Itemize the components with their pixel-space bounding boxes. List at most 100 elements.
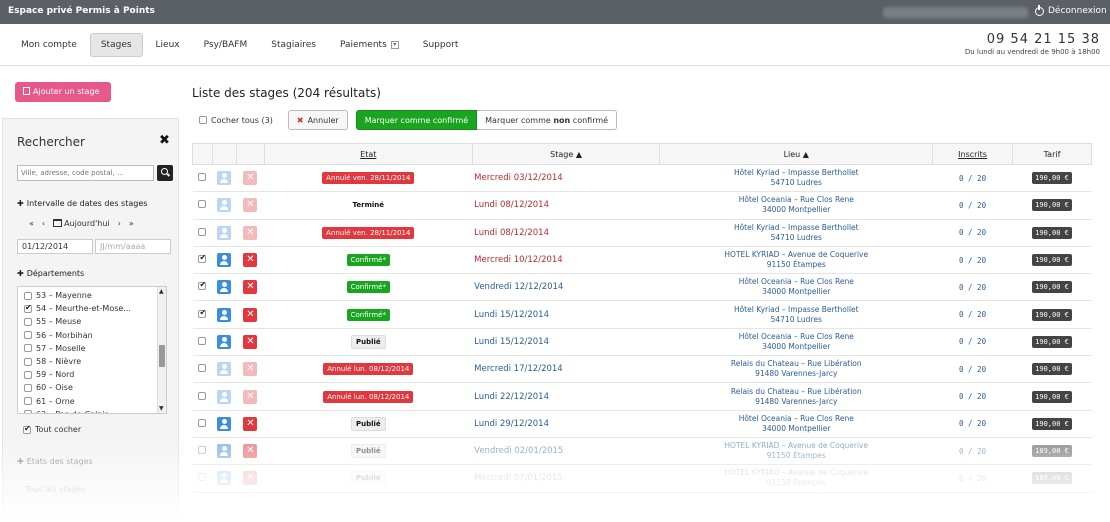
- col-etat[interactable]: Etat: [263, 143, 473, 165]
- inscrits-link[interactable]: 0 / 20: [932, 273, 1013, 302]
- row-checkbox[interactable]: [198, 364, 207, 373]
- stage-date-link[interactable]: Lundi 15/12/2014: [472, 300, 660, 329]
- row-checkbox[interactable]: [198, 200, 207, 209]
- date-from-field[interactable]: 01/12/2014: [17, 239, 93, 254]
- cocher-tous-checkbox[interactable]: Cocher tous (3): [192, 115, 280, 126]
- close-icon[interactable]: ✖: [159, 133, 170, 148]
- scroll-down-icon[interactable]: ▼: [159, 405, 164, 412]
- date-interval-heading[interactable]: ✚ Intervalle de dates des stages: [17, 199, 148, 208]
- inscrits-link[interactable]: 0 / 20: [932, 355, 1013, 384]
- departement-option[interactable]: 61 – Orne: [18, 395, 166, 408]
- col-inscrits[interactable]: Inscrits: [932, 143, 1014, 165]
- etats-option-all[interactable]: Tous les stages: [25, 485, 86, 494]
- row-checkbox[interactable]: [198, 308, 207, 318]
- nav-item-support[interactable]: Support: [422, 40, 459, 50]
- table-row[interactable]: ✕ Terminé Lundi 08/12/2014 Hôtel Oceania – …: [192, 191, 1092, 220]
- row-checkbox[interactable]: [198, 227, 207, 236]
- stage-date-link[interactable]: Lundi 22/12/2014: [472, 382, 660, 411]
- departement-option[interactable]: 53 – Mayenne: [18, 289, 166, 302]
- lieu-link[interactable]: HOTEL KYRIAD – Avenue de Coquerive 91150 …: [659, 437, 933, 466]
- user-icon[interactable]: [217, 444, 232, 459]
- today-button[interactable]: Aujourd'hui: [53, 219, 110, 228]
- user-icon[interactable]: [217, 253, 232, 268]
- inscrits-link[interactable]: 0 / 20: [932, 410, 1013, 438]
- row-checkbox[interactable]: [198, 280, 207, 291]
- add-stage-button[interactable]: Ajouter un stage: [15, 82, 111, 102]
- delete-icon[interactable]: ✕: [243, 198, 258, 213]
- nav-item-lieux[interactable]: Lieux: [155, 40, 180, 50]
- stage-date-link[interactable]: Mercredi 10/12/2014: [472, 246, 660, 275]
- lieu-link[interactable]: Relais du Chateau – Rue Libération 91480 …: [659, 382, 933, 411]
- inscrits-link[interactable]: 0 / 20: [932, 437, 1013, 466]
- inscrits-link[interactable]: 0 / 20: [932, 246, 1013, 275]
- next-month-button[interactable]: »: [128, 219, 134, 228]
- row-checkbox[interactable]: [198, 173, 207, 182]
- table-row[interactable]: ✕ Annulé ven. 28/11/2014 Lundi 08/12/2014 H…: [192, 219, 1092, 247]
- user-icon[interactable]: [217, 225, 232, 240]
- etats-heading[interactable]: ✚ Etats des stages: [17, 457, 93, 466]
- prev-day-button[interactable]: ‹: [41, 219, 46, 228]
- delete-icon[interactable]: ✕: [243, 389, 258, 404]
- user-icon[interactable]: [217, 389, 232, 404]
- table-row[interactable]: ✕ Publié Lundi 15/12/2014 Hôtel Oceania – R…: [192, 328, 1092, 357]
- departements-scrollbar[interactable]: ▲ ▼: [157, 287, 166, 413]
- nav-item-psy-bafm[interactable]: Psy/BAFM: [203, 40, 248, 50]
- inscrits-link[interactable]: 0 / 20: [932, 164, 1013, 193]
- date-to-field[interactable]: JJ/mm/aaaa: [95, 239, 171, 254]
- col-tarif[interactable]: Tarif: [1012, 143, 1092, 165]
- inscrits-link[interactable]: 0 / 20: [932, 300, 1013, 329]
- user-icon[interactable]: [217, 416, 232, 431]
- table-row[interactable]: ✕ Publié Lundi 29/12/2014 Hôtel Oceania – R…: [192, 410, 1092, 438]
- nav-item-stagiaires[interactable]: Stagiaires: [271, 40, 316, 50]
- delete-icon[interactable]: ✕: [243, 362, 258, 377]
- lieu-link[interactable]: HOTEL KYRIAD – Avenue de Coquerive 91150 …: [659, 464, 933, 493]
- stage-date-link[interactable]: Mercredi 07/01/2015: [472, 464, 660, 493]
- stage-date-link[interactable]: Vendredi 12/12/2014: [472, 273, 660, 302]
- prev-month-button[interactable]: «: [29, 219, 34, 228]
- stage-date-link[interactable]: Mercredi 03/12/2014: [472, 164, 660, 193]
- mark-confirmed-button[interactable]: Marquer comme confirmé: [355, 110, 478, 130]
- delete-icon[interactable]: ✕: [243, 416, 258, 431]
- lieu-link[interactable]: HOTEL KYRIAD – Avenue de Coquerive 91150 …: [659, 246, 933, 275]
- departements-list[interactable]: 53 – Mayenne54 – Meurthe-et-Mose...55 – …: [17, 286, 167, 414]
- row-checkbox[interactable]: [198, 418, 207, 427]
- row-checkbox[interactable]: [198, 253, 207, 264]
- row-checkbox[interactable]: [198, 391, 207, 400]
- lieu-link[interactable]: Relais du Chateau – Rue Libération 91480 …: [659, 355, 933, 384]
- next-day-button[interactable]: ›: [117, 219, 121, 228]
- inscrits-link[interactable]: 0 / 20: [932, 219, 1013, 247]
- stage-date-link[interactable]: Lundi 08/12/2014: [472, 191, 660, 220]
- departement-option[interactable]: 59 – Nord: [18, 368, 166, 381]
- stage-date-link[interactable]: Lundi 29/12/2014: [472, 410, 660, 438]
- departement-option[interactable]: 62 – Pas-de-Calais: [18, 408, 166, 413]
- user-icon[interactable]: [217, 471, 232, 486]
- user-icon[interactable]: [217, 280, 232, 295]
- table-row[interactable]: ✕ Publié Vendredi 02/01/2015 HOTEL KYRIAD –…: [192, 437, 1092, 466]
- user-icon[interactable]: [217, 334, 232, 349]
- inscrits-link[interactable]: 0 / 20: [932, 382, 1013, 411]
- stage-date-link[interactable]: Vendredi 02/01/2015: [472, 437, 660, 466]
- delete-icon[interactable]: ✕: [243, 471, 258, 486]
- delete-icon[interactable]: ✕: [243, 253, 258, 268]
- departement-option[interactable]: 57 – Moselle: [18, 342, 166, 355]
- mark-unconfirmed-button[interactable]: Marquer comme non confirmé: [477, 110, 618, 130]
- tout-cocher-checkbox[interactable]: Tout cocher: [23, 424, 81, 434]
- lieu-link[interactable]: Hôtel Oceania – Rue Clos Rene 34000 Montp…: [659, 273, 933, 302]
- lieu-link[interactable]: Hôtel Kyriad – Impasse Berthollet 54710 L…: [659, 164, 933, 193]
- row-checkbox[interactable]: [198, 336, 207, 345]
- nav-item-stages[interactable]: Stages: [89, 33, 143, 57]
- departement-option[interactable]: 55 – Meuse: [18, 315, 166, 328]
- departement-option[interactable]: 56 – Morbihan: [18, 329, 166, 342]
- logout-link[interactable]: Déconnexion: [1035, 4, 1107, 16]
- delete-icon[interactable]: ✕: [243, 171, 258, 186]
- stage-date-link[interactable]: Lundi 08/12/2014: [472, 219, 660, 247]
- stage-date-link[interactable]: Lundi 15/12/2014: [472, 328, 660, 357]
- nav-item-mon-compte[interactable]: Mon compte: [21, 40, 77, 50]
- user-icon[interactable]: [217, 171, 232, 186]
- table-row[interactable]: ✕ Annulé lun. 08/12/2014 Lundi 22/12/2014 R…: [192, 382, 1092, 411]
- row-checkbox[interactable]: [198, 446, 207, 455]
- search-input[interactable]: [17, 165, 154, 181]
- inscrits-link[interactable]: 0 / 20: [932, 328, 1013, 357]
